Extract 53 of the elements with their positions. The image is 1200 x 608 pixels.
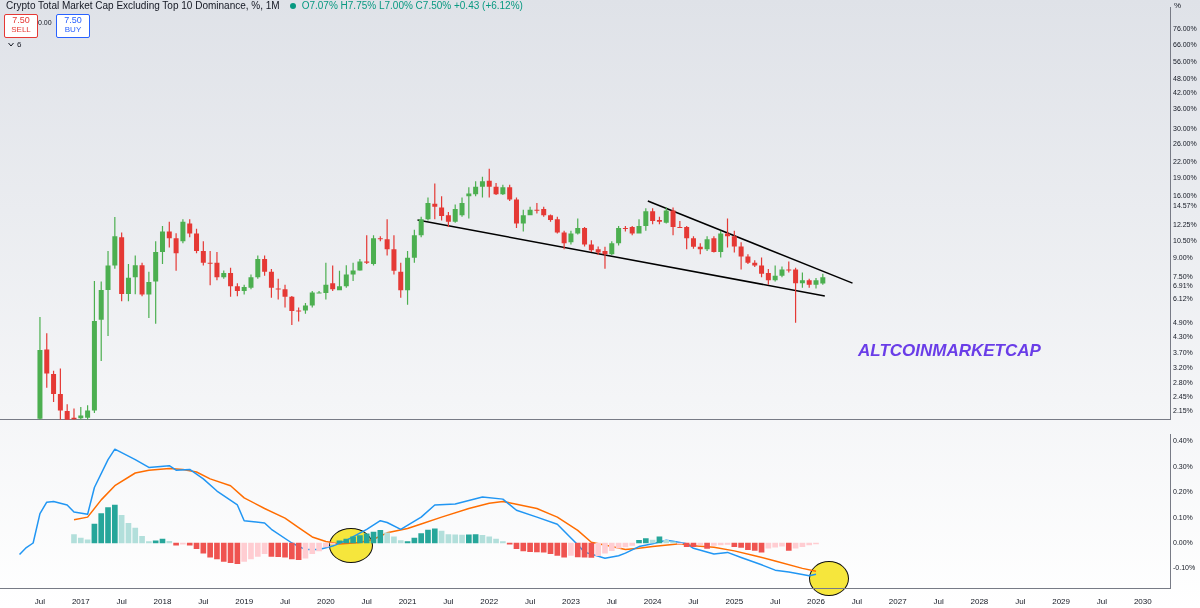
annotation: SELL — [10, 25, 32, 35]
x-tick-label: 2019 — [235, 597, 254, 607]
x-tick-label: Jul — [524, 597, 536, 607]
x-tick-label: Jul — [851, 597, 863, 607]
x-tick-label: 2027 — [888, 597, 908, 607]
x-tick-label: Jul — [116, 597, 127, 607]
x-tick-label: 2020 — [316, 597, 336, 607]
x-tick-label: Jul — [34, 597, 46, 607]
candlestick — [364, 235, 370, 264]
x-tick-label: 2025 — [725, 597, 744, 607]
x-tick-label: Jul — [198, 597, 209, 607]
x-tick-label: Jul — [279, 597, 291, 607]
candlestick — [745, 254, 751, 264]
sell-button: 7.50 SELL — [4, 14, 38, 38]
candlestick — [105, 250, 111, 337]
candlestick — [534, 203, 540, 214]
chart-subtitle: O7.07% H7.75% L7.00% C7.50% +0.43 (+6.12%) — [301, 0, 523, 11]
annotation: ALTCOINMARKETCAP — [858, 341, 1041, 361]
x-tick-label: Jul — [443, 597, 454, 607]
x-tick-label: Jul — [361, 597, 373, 607]
x-tick-label: 2018 — [153, 597, 172, 607]
x-tick-label: Jul — [933, 597, 944, 607]
candlestick — [779, 266, 785, 278]
candlestick — [282, 284, 288, 308]
y-axis-title: % — [1174, 1, 1182, 11]
candlestick — [670, 207, 676, 236]
candlestick — [316, 290, 322, 294]
x-tick-label: 2029 — [1052, 597, 1071, 607]
bar — [173, 542, 179, 546]
x-tick-label: Jul — [1096, 597, 1108, 607]
bar — [568, 542, 574, 556]
x-tick-label: 2030 — [1133, 597, 1153, 607]
candlestick — [350, 262, 356, 282]
x-tick-label: 2023 — [562, 597, 581, 607]
annotation: 6 — [17, 40, 22, 49]
buy-button: 7.50 BUY — [56, 14, 90, 38]
candlestick — [704, 236, 710, 251]
x-tick-label: Jul — [770, 597, 781, 607]
x-tick-label: 2022 — [480, 597, 499, 607]
candlestick — [636, 219, 642, 234]
annotation: BUY — [63, 25, 83, 35]
x-tick-label: Jul — [606, 597, 618, 607]
x-tick-label: Jul — [688, 597, 699, 607]
x-tick-label: 2021 — [398, 597, 418, 607]
x-tick-label: Jul — [1015, 597, 1026, 607]
x-tick-label: 2026 — [807, 597, 826, 607]
bar — [785, 542, 792, 551]
x-tick-label: 2028 — [970, 597, 989, 607]
x-tick-label: 2024 — [643, 597, 663, 607]
bar — [704, 542, 710, 549]
chart-title: Crypto Total Market Cap Excluding Top 10 Dominance, %, 1M — [6, 0, 280, 11]
candlestick — [391, 235, 397, 275]
x-tick-label: 2017 — [71, 597, 91, 607]
